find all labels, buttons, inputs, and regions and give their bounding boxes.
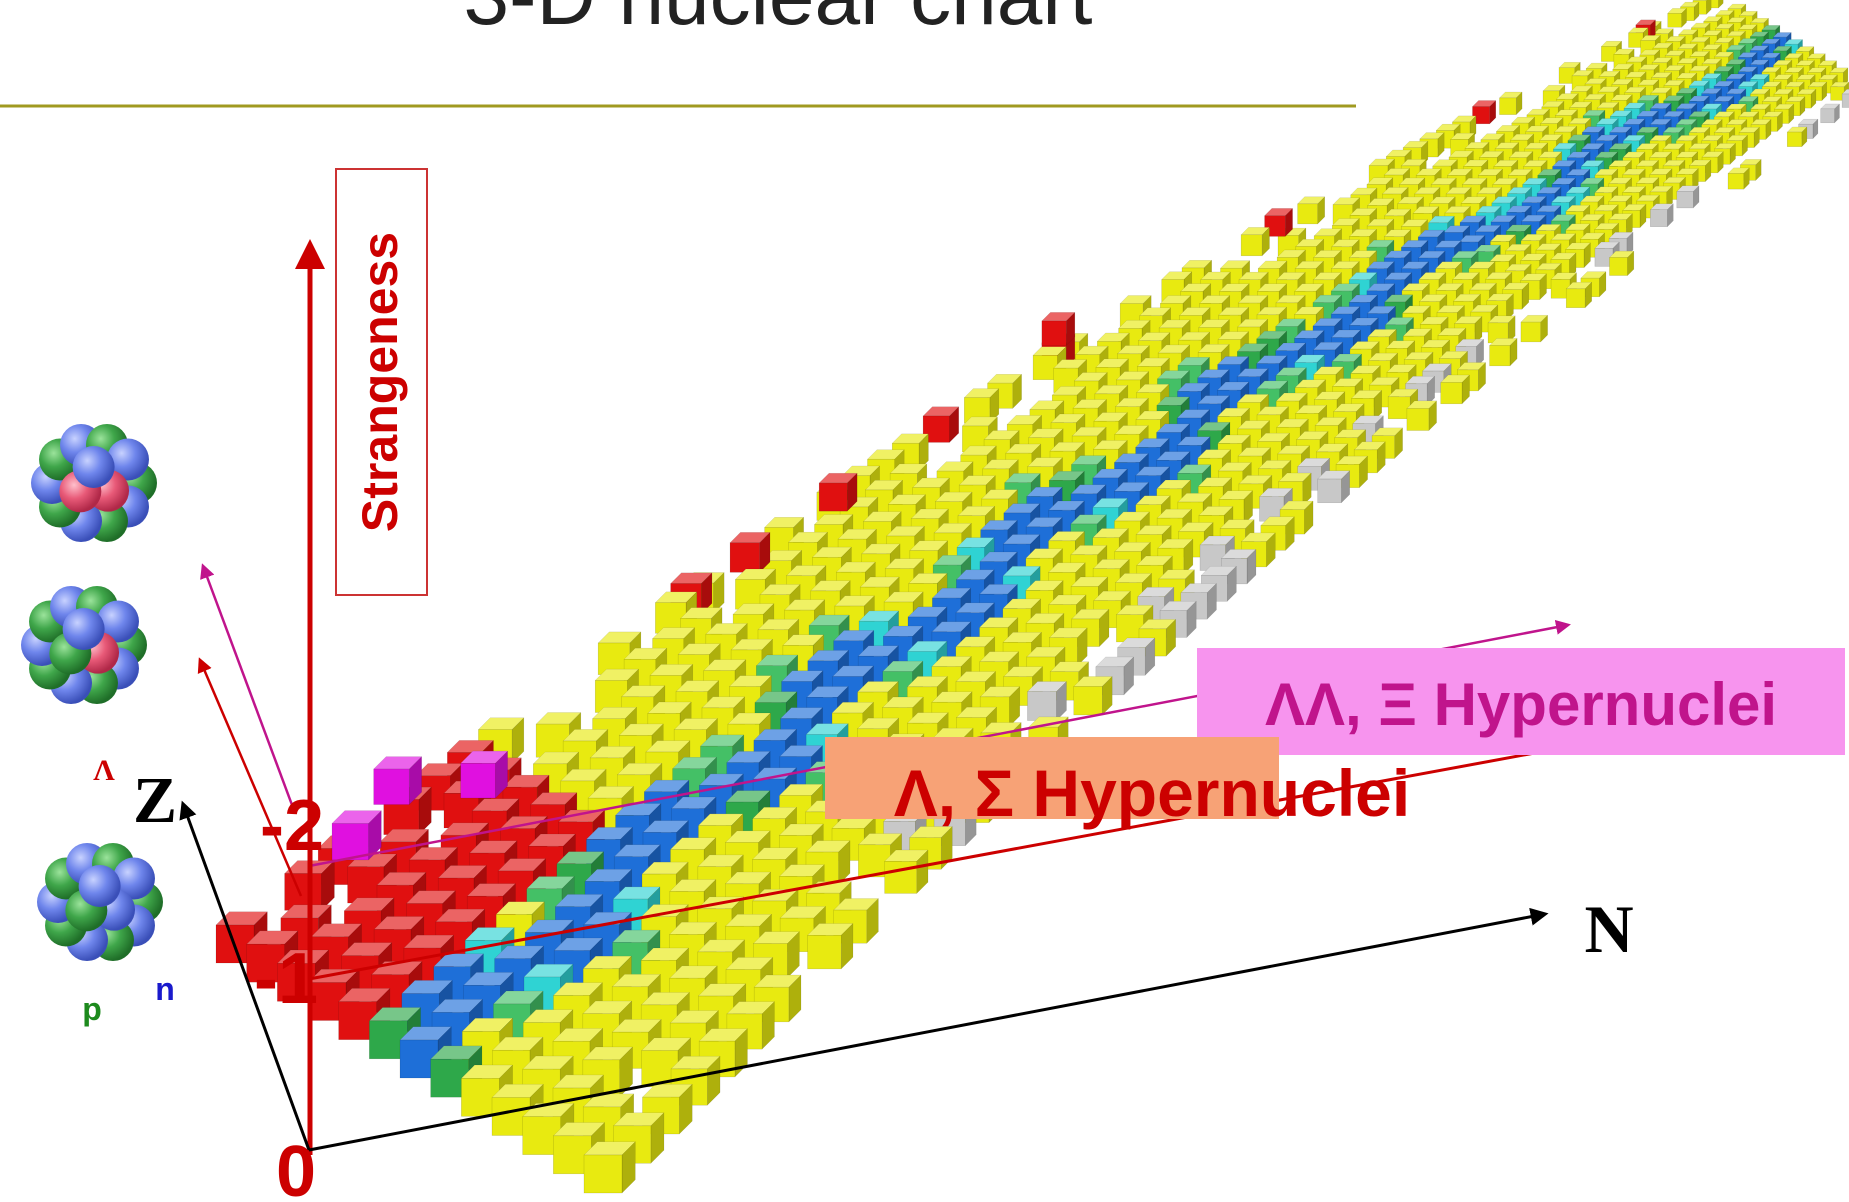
nucleus-icon (31, 424, 157, 542)
nuclide-cube (1566, 282, 1592, 308)
cube-side (1719, 0, 1724, 8)
nuclide-cube (1318, 471, 1350, 503)
nucleus-icon (37, 843, 163, 961)
nuclide-cube (1521, 315, 1548, 342)
nucleon (63, 608, 105, 650)
cube-front (1499, 98, 1516, 115)
nuclide-cube (1074, 676, 1112, 714)
nuclide-cube (584, 1142, 635, 1193)
strangeness-tick: -1 (254, 939, 318, 1019)
cube-front (1074, 686, 1102, 714)
nuclide-cube (1027, 682, 1066, 721)
cube-front (1650, 210, 1667, 227)
nucleon (73, 446, 115, 488)
nuclide-cube (1728, 168, 1749, 189)
cube-front (1490, 345, 1510, 365)
cube-front (885, 861, 917, 893)
double-hypernuclei-label: ΛΛ, Ξ Hypernuclei (1265, 671, 1777, 738)
nuclide-cube (1821, 104, 1840, 123)
nuclide-cube (730, 532, 770, 572)
cube-front (1521, 322, 1541, 342)
cube-front (584, 1155, 622, 1193)
nucleus-icon (21, 586, 147, 704)
single-hypernuclei-label: Λ, Σ Hypernuclei (894, 756, 1410, 830)
cube-front (819, 483, 847, 511)
cube-front (1298, 204, 1318, 224)
nuclide-cube (1609, 251, 1633, 275)
slide: 3-D nuclear chart Strangeness 0 -1 -2 Z … (0, 0, 1849, 1202)
cube-front (1241, 235, 1262, 256)
nuclide-cube (1490, 338, 1518, 366)
cube-front (1668, 13, 1682, 27)
cube-front (1042, 321, 1066, 345)
cube-front (1677, 191, 1693, 207)
nuclide-cube (1650, 204, 1673, 227)
proton-legend: p (82, 991, 102, 1027)
cube-front (1842, 94, 1849, 108)
cube-front (1441, 382, 1462, 403)
nuclide-cube (1787, 127, 1807, 147)
cube-front (1787, 132, 1802, 147)
nuclide-cube (1499, 92, 1522, 115)
nuclear-chart-cubes (216, 0, 1849, 1193)
nuclide-cube (808, 923, 853, 968)
strangeness-label: Strangeness (352, 232, 408, 532)
strangeness-tick: -2 (260, 786, 324, 866)
nuclide-cube (1241, 227, 1269, 255)
nuclide-cube (1042, 312, 1075, 345)
cube-front (1728, 173, 1744, 189)
cube-front (461, 763, 496, 798)
nuclide-cube (1441, 375, 1470, 404)
n-axis-label: N (1584, 891, 1633, 967)
cube-front (374, 769, 410, 805)
nucleon (79, 865, 121, 907)
cube-front (1027, 692, 1056, 721)
slide-title: 3-D nuclear chart (464, 0, 1093, 42)
cube-front (1318, 479, 1342, 503)
neutron-legend: n (155, 971, 175, 1007)
strangeness-tick: 0 (276, 1132, 316, 1202)
cube-front (808, 935, 842, 969)
page: {"title": "3-D nuclear chart", "axis_lab… (0, 0, 1849, 1202)
cube-front (1609, 257, 1627, 275)
nuclide-cube (1298, 197, 1325, 224)
nucleus-icons (21, 424, 163, 961)
nuclide-cube (819, 473, 857, 511)
nuclide-cube (374, 757, 422, 805)
z-axis-label: Z (133, 764, 177, 837)
cube-front (1821, 109, 1835, 123)
nuclide-cube (461, 751, 508, 798)
cube-front (730, 543, 760, 573)
z-axis-superscript: Λ (93, 754, 115, 787)
nuclide-cube (1407, 401, 1437, 431)
cube-front (1566, 289, 1585, 308)
nuclide-cube (1668, 8, 1687, 27)
cube-side (1706, 0, 1711, 14)
nuclide-cube (1677, 186, 1699, 208)
cube-front (1407, 409, 1429, 431)
